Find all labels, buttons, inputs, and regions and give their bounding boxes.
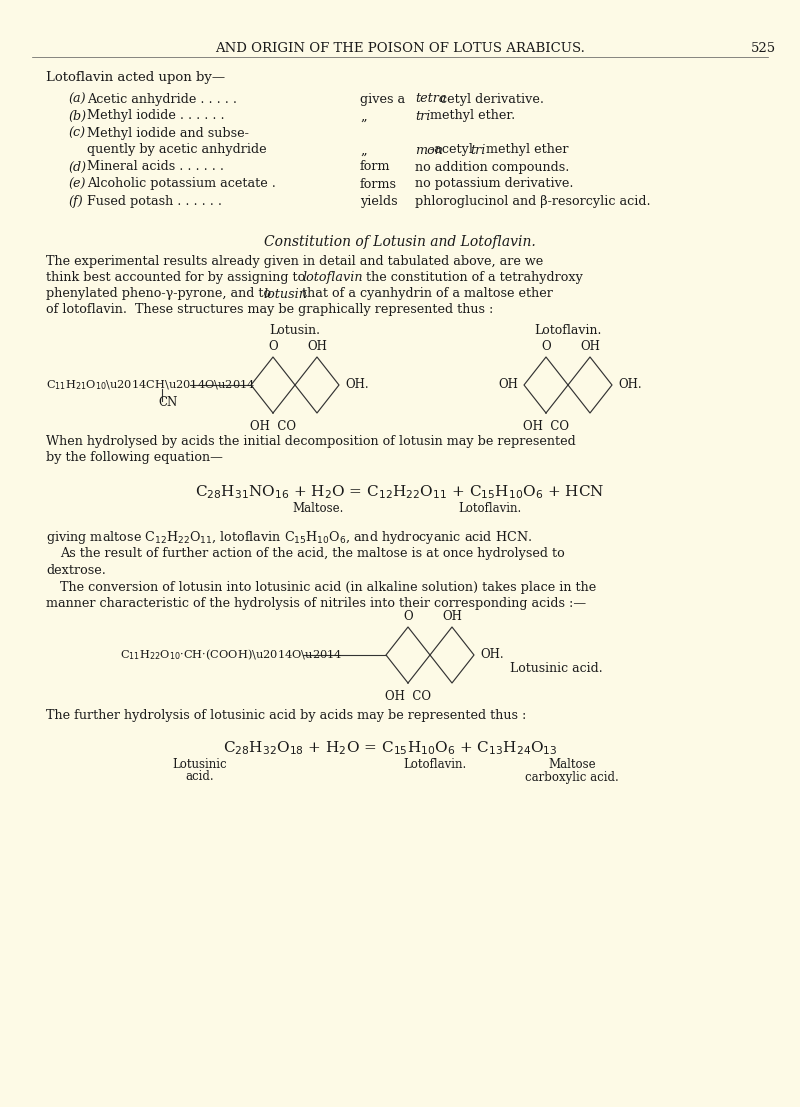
Text: Lotoflavin.: Lotoflavin.	[458, 501, 522, 515]
Text: methyl ether.: methyl ether.	[430, 110, 515, 123]
Text: OH: OH	[307, 341, 327, 353]
Text: OH  CO: OH CO	[385, 691, 431, 704]
Text: As the result of further action of the acid, the maltose is at once hydrolysed t: As the result of further action of the a…	[60, 548, 565, 560]
Text: by the following equation—: by the following equation—	[46, 452, 223, 465]
Text: Methyl iodide . . . . . .: Methyl iodide . . . . . .	[87, 110, 225, 123]
Text: CN: CN	[158, 396, 178, 410]
Text: 525: 525	[750, 41, 775, 54]
Text: methyl ether: methyl ether	[486, 144, 568, 156]
Text: (a): (a)	[68, 93, 86, 105]
Text: O: O	[541, 341, 551, 353]
Text: Methyl iodide and subse-: Methyl iodide and subse-	[87, 126, 249, 139]
Text: C$_{11}$H$_{21}$O$_{10}$\u2014CH\u2014O\u2014: C$_{11}$H$_{21}$O$_{10}$\u2014CH\u2014O\…	[46, 379, 255, 392]
Text: the constitution of a tetrahydroxy: the constitution of a tetrahydroxy	[362, 271, 583, 284]
Text: mon: mon	[415, 144, 443, 156]
Text: that of a cyanhydrin of a maltose ether: that of a cyanhydrin of a maltose ether	[298, 288, 553, 300]
Text: The experimental results already given in detail and tabulated above, are we: The experimental results already given i…	[46, 256, 543, 269]
Text: O: O	[403, 610, 413, 623]
Text: Fused potash . . . . . .: Fused potash . . . . . .	[87, 195, 222, 207]
Text: C$_{11}$H$_{22}$O$_{10}$·CH·(COOH)\u2014O\u2014: C$_{11}$H$_{22}$O$_{10}$·CH·(COOH)\u2014…	[120, 648, 342, 662]
Text: Constitution of Lotusin and Lotoflavin.: Constitution of Lotusin and Lotoflavin.	[264, 235, 536, 249]
Text: Lotoflavin acted upon by—: Lotoflavin acted upon by—	[46, 72, 225, 84]
Text: OH: OH	[498, 379, 518, 392]
Text: carboxylic acid.: carboxylic acid.	[525, 770, 619, 784]
Text: OH.: OH.	[480, 649, 504, 662]
Text: forms: forms	[360, 177, 397, 190]
Text: Lotoflavin.: Lotoflavin.	[403, 757, 466, 770]
Text: Maltose: Maltose	[548, 757, 596, 770]
Text: lotusin: lotusin	[263, 288, 307, 300]
Text: (f): (f)	[68, 195, 82, 207]
Text: OH: OH	[580, 341, 600, 353]
Text: Maltose.: Maltose.	[292, 501, 344, 515]
Text: (c): (c)	[68, 126, 85, 139]
Text: When hydrolysed by acids the initial decomposition of lotusin may be represented: When hydrolysed by acids the initial dec…	[46, 435, 576, 448]
Text: of lotoflavin.  These structures may be graphically represented thus :: of lotoflavin. These structures may be g…	[46, 303, 494, 317]
Text: lotoflavin: lotoflavin	[302, 271, 362, 284]
Text: -acetyl: -acetyl	[430, 144, 477, 156]
Text: The further hydrolysis of lotusinic acid by acids may be represented thus :: The further hydrolysis of lotusinic acid…	[46, 708, 526, 722]
Text: OH.: OH.	[618, 379, 642, 392]
Text: O: O	[268, 341, 278, 353]
Text: manner characteristic of the hydrolysis of nitriles into their corresponding aci: manner characteristic of the hydrolysis …	[46, 597, 586, 610]
Text: tetra: tetra	[415, 93, 446, 105]
Text: acid.: acid.	[186, 770, 214, 784]
Text: Lotusin.: Lotusin.	[270, 323, 321, 337]
Text: dextrose.: dextrose.	[46, 563, 106, 577]
Text: OH.: OH.	[345, 379, 369, 392]
Text: Alcoholic potassium acetate .: Alcoholic potassium acetate .	[87, 177, 276, 190]
Text: tri: tri	[470, 144, 486, 156]
Text: The conversion of lotusin into lotusinic acid (in alkaline solution) takes place: The conversion of lotusin into lotusinic…	[60, 580, 596, 593]
Text: Lotusinic: Lotusinic	[173, 757, 227, 770]
Text: Acetic anhydride . . . . .: Acetic anhydride . . . . .	[87, 93, 237, 105]
Text: form: form	[360, 161, 390, 174]
Text: C$_{28}$H$_{31}$NO$_{16}$ + H$_{2}$O = C$_{12}$H$_{22}$O$_{11}$ + C$_{15}$H$_{10: C$_{28}$H$_{31}$NO$_{16}$ + H$_{2}$O = C…	[195, 483, 605, 500]
Text: tri: tri	[415, 110, 430, 123]
Text: cetyl derivative.: cetyl derivative.	[440, 93, 544, 105]
Text: quently by acetic anhydride: quently by acetic anhydride	[87, 144, 266, 156]
Text: OH: OH	[442, 610, 462, 623]
Text: (b): (b)	[68, 110, 86, 123]
Text: AND ORIGIN OF THE POISON OF LOTUS ARABICUS.: AND ORIGIN OF THE POISON OF LOTUS ARABIC…	[215, 41, 585, 54]
Text: „: „	[360, 144, 366, 156]
Text: „: „	[360, 110, 366, 123]
Text: yields: yields	[360, 195, 398, 207]
Text: Mineral acids . . . . . .: Mineral acids . . . . . .	[87, 161, 224, 174]
Text: giving maltose C$_{12}$H$_{22}$O$_{11}$, lotoflavin C$_{15}$H$_{10}$O$_{6}$, and: giving maltose C$_{12}$H$_{22}$O$_{11}$,…	[46, 529, 532, 547]
Text: phenylated pheno-γ-pyrone, and to: phenylated pheno-γ-pyrone, and to	[46, 288, 275, 300]
Text: think best accounted for by assigning to: think best accounted for by assigning to	[46, 271, 310, 284]
Text: OH  CO: OH CO	[523, 421, 569, 434]
Text: no addition compounds.: no addition compounds.	[415, 161, 570, 174]
Text: Lotoflavin.: Lotoflavin.	[534, 323, 602, 337]
Text: OH  CO: OH CO	[250, 421, 296, 434]
Text: C$_{28}$H$_{32}$O$_{18}$ + H$_{2}$O = C$_{15}$H$_{10}$O$_{6}$ + C$_{13}$H$_{24}$: C$_{28}$H$_{32}$O$_{18}$ + H$_{2}$O = C$…	[222, 739, 558, 757]
Text: Lotusinic acid.: Lotusinic acid.	[510, 662, 602, 675]
Text: no potassium derivative.: no potassium derivative.	[415, 177, 574, 190]
Text: (e): (e)	[68, 177, 86, 190]
Text: (d): (d)	[68, 161, 86, 174]
Text: gives a: gives a	[360, 93, 405, 105]
Text: phloroglucinol and β-resorcylic acid.: phloroglucinol and β-resorcylic acid.	[415, 195, 650, 207]
